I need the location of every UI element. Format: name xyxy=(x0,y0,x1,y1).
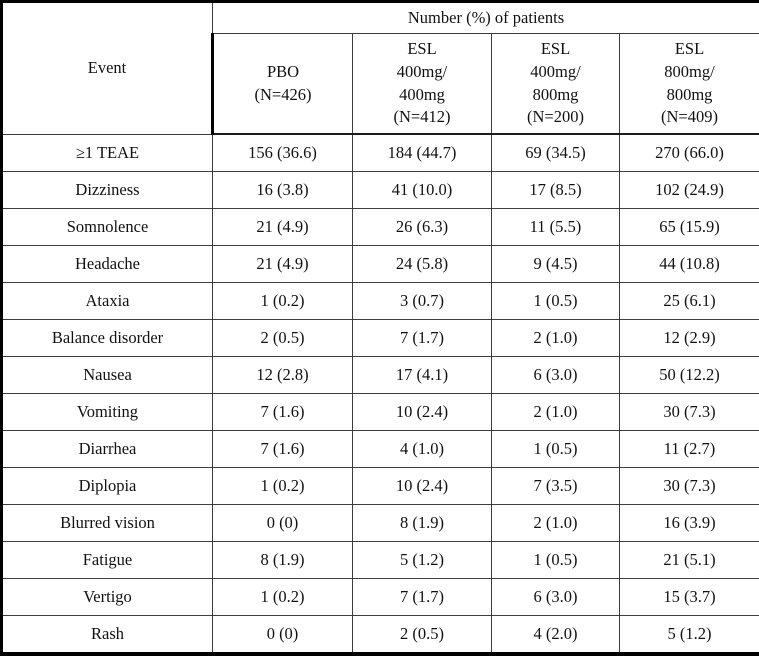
event-cell: ≥1 TEAE xyxy=(2,134,213,172)
event-cell: Blurred vision xyxy=(2,505,213,542)
value-cell: 3 (0.7) xyxy=(353,283,492,320)
value-cell: 65 (15.9) xyxy=(620,209,759,246)
table-row: Fatigue 8 (1.9) 5 (1.2) 1 (0.5) 21 (5.1) xyxy=(2,542,759,579)
value-cell: 10 (2.4) xyxy=(353,394,492,431)
table-row: Nausea 12 (2.8) 17 (4.1) 6 (3.0) 50 (12.… xyxy=(2,357,759,394)
event-cell: Fatigue xyxy=(2,542,213,579)
value-cell: 0 (0) xyxy=(213,616,353,655)
value-cell: 8 (1.9) xyxy=(213,542,353,579)
event-cell: Balance disorder xyxy=(2,320,213,357)
group-header-row: Event Number (%) of patients xyxy=(2,2,759,34)
value-cell: 10 (2.4) xyxy=(353,468,492,505)
column-header-pbo: PBO (N=426) xyxy=(213,34,353,135)
column-header-esl-400-400: ESL 400mg/ 400mg (N=412) xyxy=(353,34,492,135)
value-cell: 11 (2.7) xyxy=(620,431,759,468)
value-cell: 41 (10.0) xyxy=(353,172,492,209)
value-cell: 7 (1.7) xyxy=(353,579,492,616)
value-cell: 2 (1.0) xyxy=(492,505,620,542)
value-cell: 16 (3.8) xyxy=(213,172,353,209)
column-header-esl-800-800: ESL 800mg/ 800mg (N=409) xyxy=(620,34,759,135)
value-cell: 25 (6.1) xyxy=(620,283,759,320)
value-cell: 6 (3.0) xyxy=(492,579,620,616)
value-cell: 17 (8.5) xyxy=(492,172,620,209)
table-row: Balance disorder 2 (0.5) 7 (1.7) 2 (1.0)… xyxy=(2,320,759,357)
event-cell: Ataxia xyxy=(2,283,213,320)
table-row: Rash 0 (0) 2 (0.5) 4 (2.0) 5 (1.2) xyxy=(2,616,759,655)
value-cell: 4 (1.0) xyxy=(353,431,492,468)
value-cell: 15 (3.7) xyxy=(620,579,759,616)
value-cell: 184 (44.7) xyxy=(353,134,492,172)
value-cell: 21 (5.1) xyxy=(620,542,759,579)
value-cell: 2 (0.5) xyxy=(213,320,353,357)
value-cell: 270 (66.0) xyxy=(620,134,759,172)
table-row: Blurred vision 0 (0) 8 (1.9) 2 (1.0) 16 … xyxy=(2,505,759,542)
value-cell: 21 (4.9) xyxy=(213,246,353,283)
value-cell: 1 (0.5) xyxy=(492,431,620,468)
table-row: Vertigo 1 (0.2) 7 (1.7) 6 (3.0) 15 (3.7) xyxy=(2,579,759,616)
value-cell: 2 (1.0) xyxy=(492,320,620,357)
value-cell: 69 (34.5) xyxy=(492,134,620,172)
value-cell: 2 (1.0) xyxy=(492,394,620,431)
table-row: Somnolence 21 (4.9) 26 (6.3) 11 (5.5) 65… xyxy=(2,209,759,246)
value-cell: 156 (36.6) xyxy=(213,134,353,172)
table-row: Ataxia 1 (0.2) 3 (0.7) 1 (0.5) 25 (6.1) xyxy=(2,283,759,320)
value-cell: 0 (0) xyxy=(213,505,353,542)
value-cell: 30 (7.3) xyxy=(620,468,759,505)
event-cell: Headache xyxy=(2,246,213,283)
table-body: ≥1 TEAE 156 (36.6) 184 (44.7) 69 (34.5) … xyxy=(2,134,759,654)
value-cell: 1 (0.2) xyxy=(213,579,353,616)
event-cell: Diarrhea xyxy=(2,431,213,468)
event-cell: Dizziness xyxy=(2,172,213,209)
value-cell: 7 (1.7) xyxy=(353,320,492,357)
event-cell: Rash xyxy=(2,616,213,655)
event-cell: Vertigo xyxy=(2,579,213,616)
value-cell: 1 (0.5) xyxy=(492,542,620,579)
table-row: ≥1 TEAE 156 (36.6) 184 (44.7) 69 (34.5) … xyxy=(2,134,759,172)
value-cell: 11 (5.5) xyxy=(492,209,620,246)
value-cell: 21 (4.9) xyxy=(213,209,353,246)
value-cell: 9 (4.5) xyxy=(492,246,620,283)
value-cell: 1 (0.2) xyxy=(213,468,353,505)
event-cell: Somnolence xyxy=(2,209,213,246)
event-column-header: Event xyxy=(2,2,213,135)
value-cell: 7 (1.6) xyxy=(213,431,353,468)
value-cell: 5 (1.2) xyxy=(620,616,759,655)
value-cell: 24 (5.8) xyxy=(353,246,492,283)
value-cell: 26 (6.3) xyxy=(353,209,492,246)
value-cell: 17 (4.1) xyxy=(353,357,492,394)
value-cell: 30 (7.3) xyxy=(620,394,759,431)
value-cell: 50 (12.2) xyxy=(620,357,759,394)
table-row: Headache 21 (4.9) 24 (5.8) 9 (4.5) 44 (1… xyxy=(2,246,759,283)
table-row: Diplopia 1 (0.2) 10 (2.4) 7 (3.5) 30 (7.… xyxy=(2,468,759,505)
table-row: Vomiting 7 (1.6) 10 (2.4) 2 (1.0) 30 (7.… xyxy=(2,394,759,431)
value-cell: 2 (0.5) xyxy=(353,616,492,655)
value-cell: 8 (1.9) xyxy=(353,505,492,542)
group-column-header: Number (%) of patients xyxy=(213,2,759,34)
event-cell: Nausea xyxy=(2,357,213,394)
value-cell: 4 (2.0) xyxy=(492,616,620,655)
table-header: Event Number (%) of patients PBO (N=426)… xyxy=(2,2,759,135)
value-cell: 7 (3.5) xyxy=(492,468,620,505)
value-cell: 12 (2.8) xyxy=(213,357,353,394)
value-cell: 102 (24.9) xyxy=(620,172,759,209)
event-cell: Vomiting xyxy=(2,394,213,431)
value-cell: 1 (0.2) xyxy=(213,283,353,320)
value-cell: 16 (3.9) xyxy=(620,505,759,542)
value-cell: 7 (1.6) xyxy=(213,394,353,431)
column-header-esl-400-800: ESL 400mg/ 800mg (N=200) xyxy=(492,34,620,135)
value-cell: 12 (2.9) xyxy=(620,320,759,357)
value-cell: 5 (1.2) xyxy=(353,542,492,579)
table-row: Diarrhea 7 (1.6) 4 (1.0) 1 (0.5) 11 (2.7… xyxy=(2,431,759,468)
value-cell: 6 (3.0) xyxy=(492,357,620,394)
table-row: Dizziness 16 (3.8) 41 (10.0) 17 (8.5) 10… xyxy=(2,172,759,209)
value-cell: 1 (0.5) xyxy=(492,283,620,320)
value-cell: 44 (10.8) xyxy=(620,246,759,283)
event-cell: Diplopia xyxy=(2,468,213,505)
